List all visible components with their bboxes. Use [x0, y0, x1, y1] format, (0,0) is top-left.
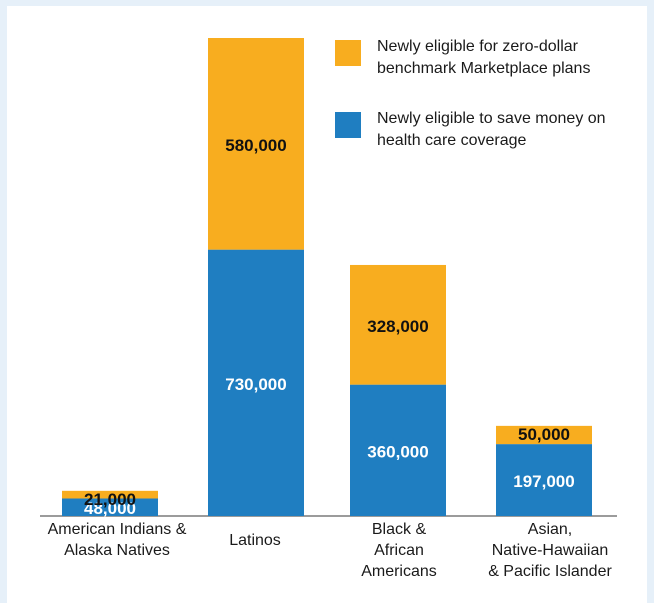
- bar-latinos-zero-dollar: [208, 38, 304, 250]
- data-label-latinos-save-money: 730,000: [225, 375, 286, 394]
- category-label-asian-pacific-islander: Asian, Native-Hawaiian & Pacific Islande…: [488, 521, 612, 580]
- data-label-latinos-zero-dollar: 580,000: [225, 136, 286, 155]
- bar-asian-pacific-islander-zero-dollar: [496, 425, 592, 445]
- data-label-american-indians-save-money: 48,000: [84, 499, 136, 518]
- category-label-latinos: Latinos: [229, 532, 281, 549]
- bar-american-indians-save-money: [62, 498, 158, 516]
- category-label-american-indians: American Indians & Alaska Natives: [47, 521, 187, 559]
- data-label-american-indians-zero-dollar: 21,000: [84, 490, 136, 509]
- bar-asian-pacific-islander-save-money: [496, 444, 592, 516]
- data-label-black-african-americans-save-money: 360,000: [367, 442, 428, 461]
- data-label-asian-pacific-islander-zero-dollar: 50,000: [518, 425, 570, 444]
- bar-latinos-save-money: [208, 249, 304, 516]
- data-label-asian-pacific-islander-save-money: 197,000: [513, 472, 574, 491]
- bar-american-indians-zero-dollar: [62, 490, 158, 499]
- legend-item-zero-dollar: Newly eligible for zero-dollar benchmark…: [335, 36, 627, 80]
- legend-label-save-money: Newly eligible to save money on health c…: [377, 110, 606, 149]
- category-label-black-african-americans: Black & African Americans: [361, 521, 437, 580]
- legend-item-save-money: Newly eligible to save money on health c…: [335, 108, 627, 152]
- bar-black-african-americans-zero-dollar: [350, 264, 446, 385]
- chart-panel: 48,000 21,000 730,000 580,000 360,000 328,000…: [7, 6, 647, 603]
- bar-black-african-americans-save-money: [350, 384, 446, 516]
- legend-swatch-save-money: [335, 112, 361, 138]
- data-label-black-african-americans-zero-dollar: 328,000: [367, 317, 428, 336]
- legend-swatch-zero-dollar: [335, 40, 361, 66]
- legend-label-zero-dollar: Newly eligible for zero-dollar benchmark…: [377, 38, 591, 77]
